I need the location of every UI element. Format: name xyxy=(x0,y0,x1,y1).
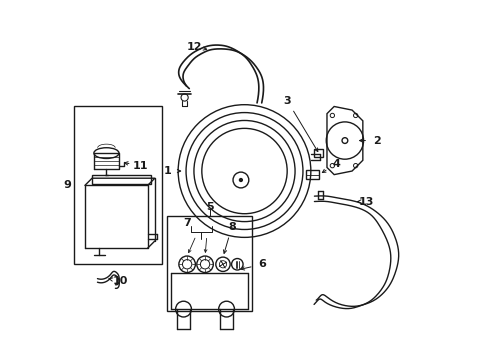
Text: 1: 1 xyxy=(163,166,171,176)
Text: 11: 11 xyxy=(132,161,148,171)
Text: 4: 4 xyxy=(331,159,339,169)
Text: 6: 6 xyxy=(258,259,266,269)
Text: 3: 3 xyxy=(283,96,291,106)
Bar xyxy=(305,170,319,179)
Bar xyxy=(167,216,251,311)
Text: 2: 2 xyxy=(372,136,380,145)
Text: 9: 9 xyxy=(63,180,72,190)
Bar xyxy=(314,149,323,157)
Bar xyxy=(74,107,162,264)
Bar xyxy=(92,175,151,184)
Text: 5: 5 xyxy=(205,202,213,212)
Text: 12: 12 xyxy=(186,42,202,52)
Text: 8: 8 xyxy=(227,222,235,231)
Circle shape xyxy=(239,179,242,181)
Text: 10: 10 xyxy=(113,276,128,286)
Text: 13: 13 xyxy=(358,197,373,207)
Text: 7: 7 xyxy=(183,218,191,228)
